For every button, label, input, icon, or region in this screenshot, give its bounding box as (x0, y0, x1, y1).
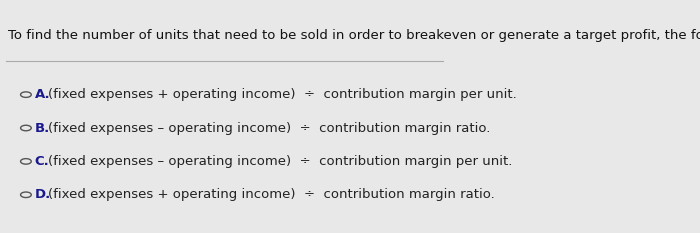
Text: (fixed expenses – operating income)  ÷  contribution margin per unit.: (fixed expenses – operating income) ÷ co… (48, 155, 512, 168)
Text: (fixed expenses + operating income)  ÷  contribution margin ratio.: (fixed expenses + operating income) ÷ co… (48, 188, 495, 201)
Text: B.: B. (35, 122, 50, 134)
Text: A.: A. (35, 88, 50, 101)
Text: To find the number of units that need to be sold in order to breakeven or genera: To find the number of units that need to… (8, 29, 700, 42)
Text: (fixed expenses – operating income)  ÷  contribution margin ratio.: (fixed expenses – operating income) ÷ co… (48, 122, 491, 134)
Text: (fixed expenses + operating income)  ÷  contribution margin per unit.: (fixed expenses + operating income) ÷ co… (48, 88, 517, 101)
Text: C.: C. (35, 155, 50, 168)
Text: D.: D. (35, 188, 51, 201)
